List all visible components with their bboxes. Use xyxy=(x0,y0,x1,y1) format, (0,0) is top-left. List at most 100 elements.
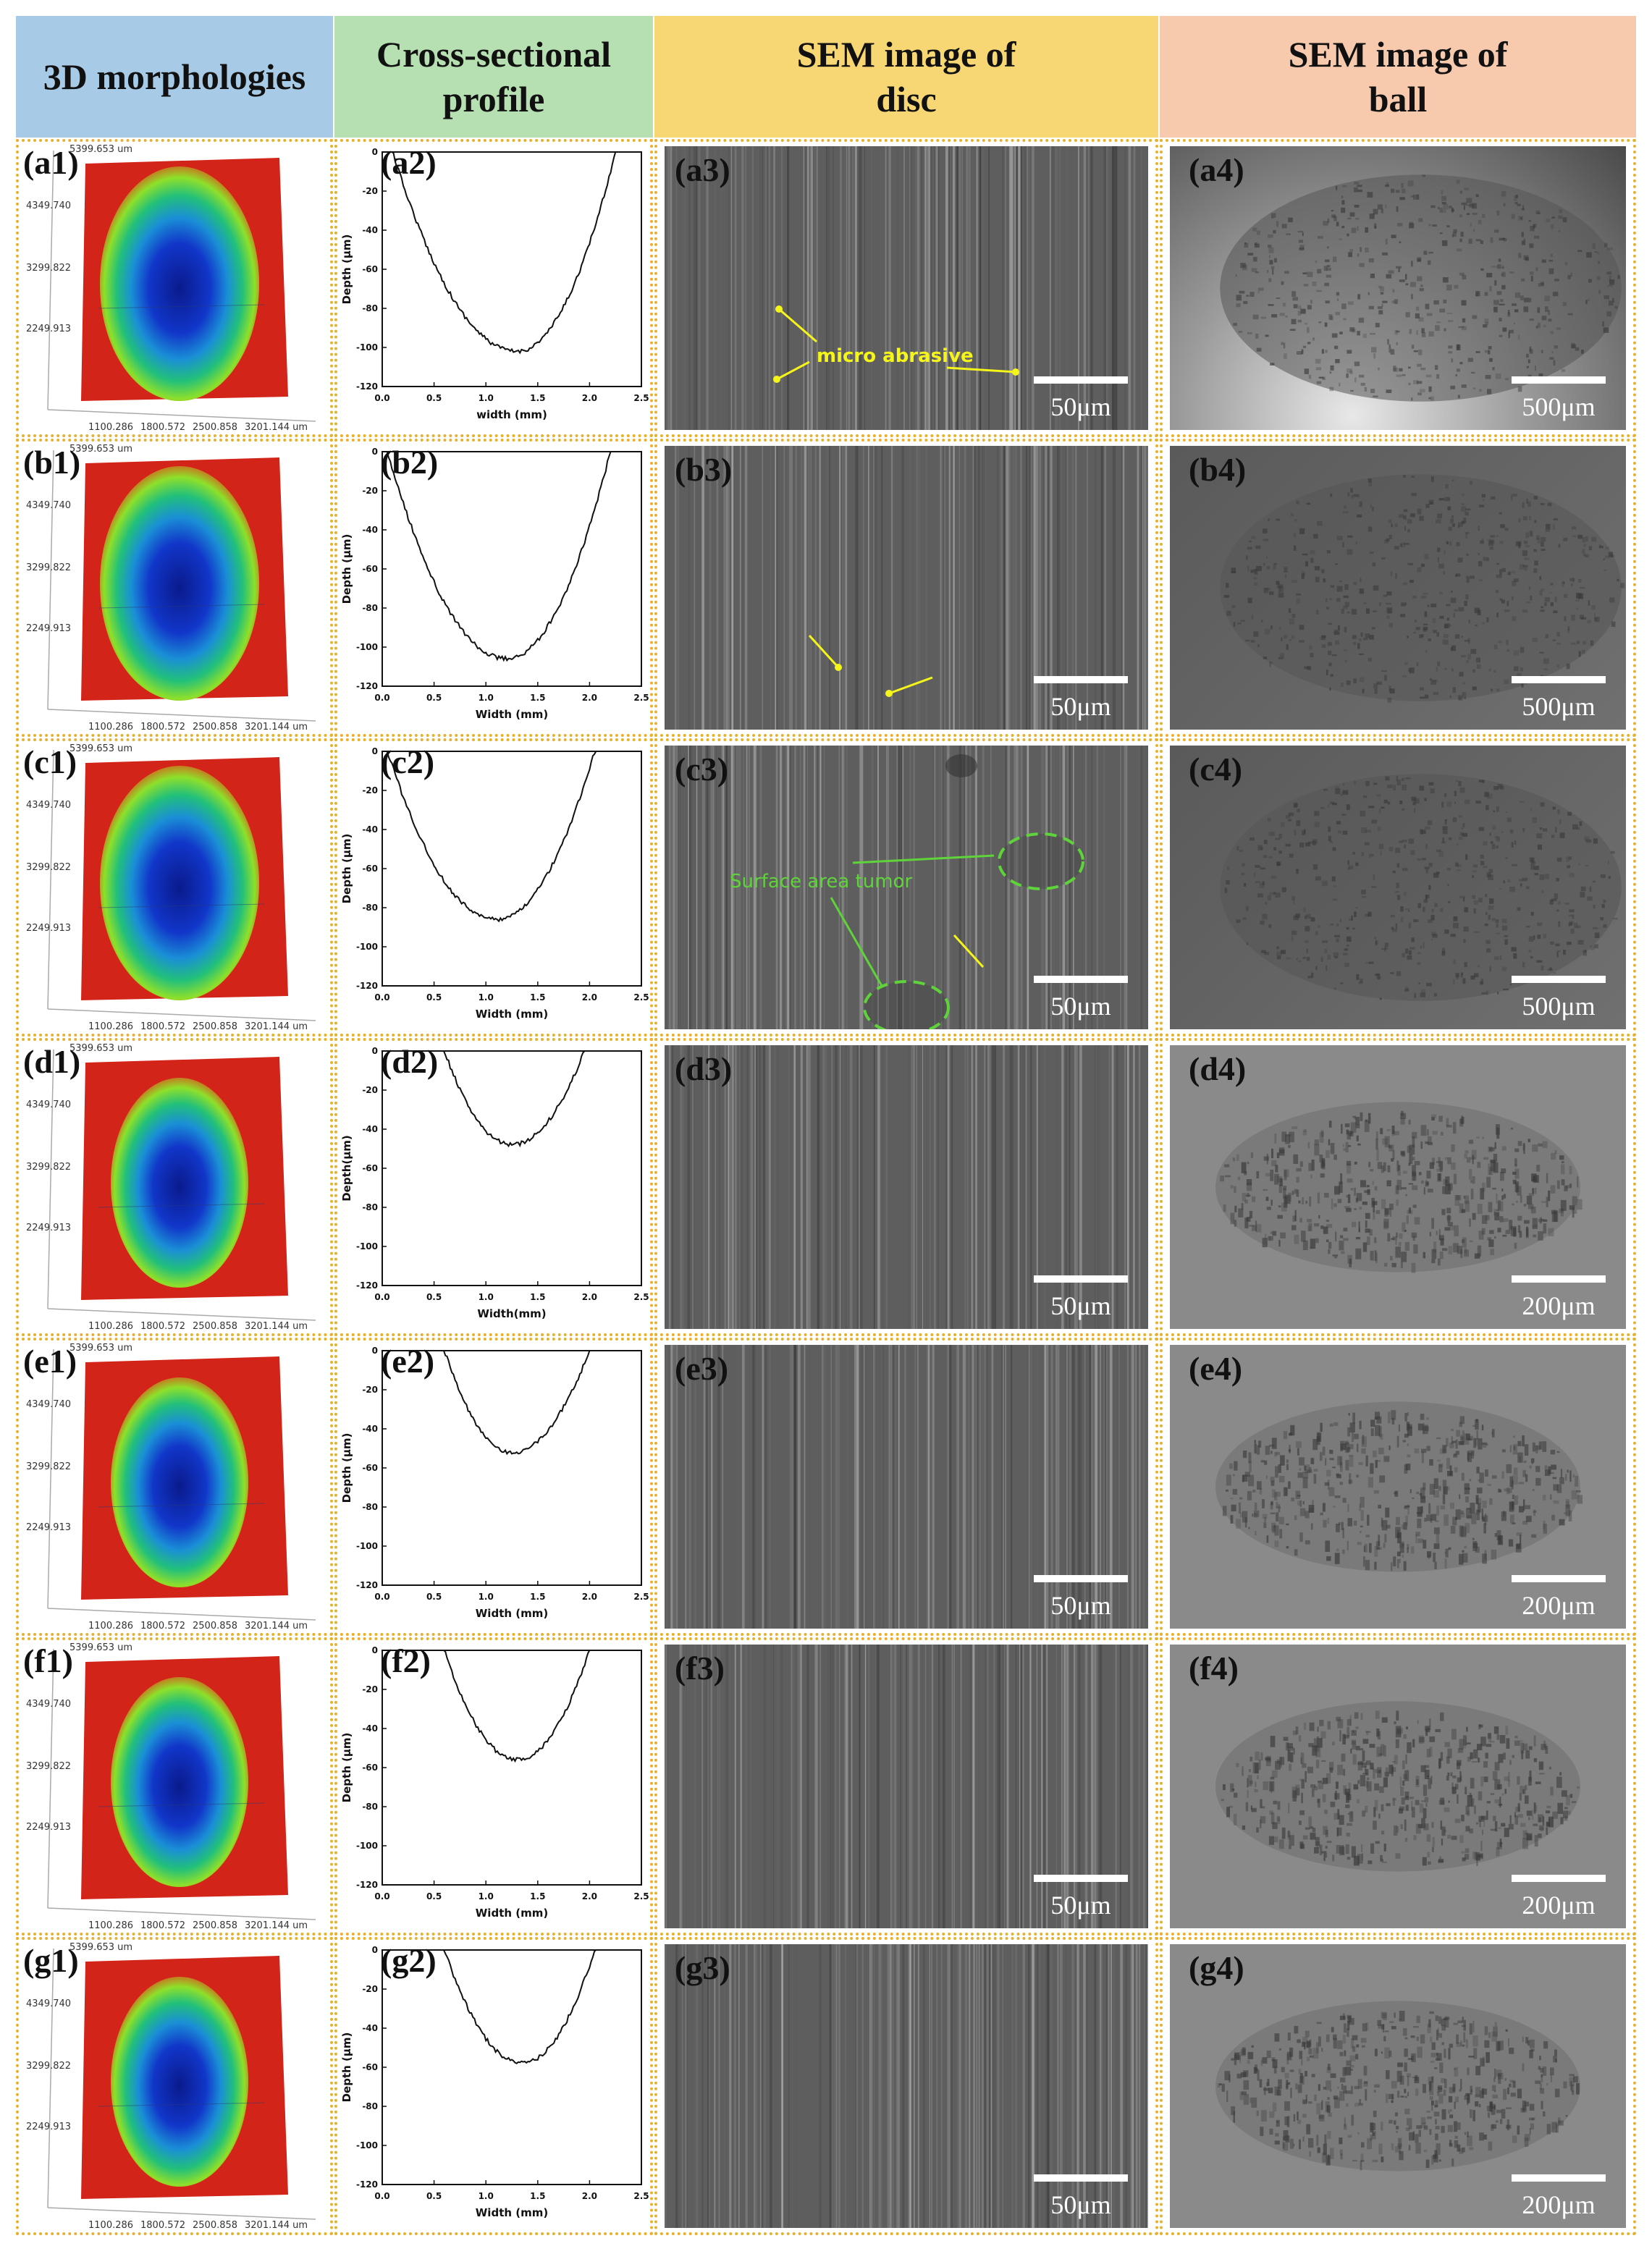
scratch-line xyxy=(1077,1944,1079,2228)
wear-debris xyxy=(1359,1503,1361,1511)
profile-panel: (d2) 0.0 0.5 1.0 1.5 2.0 2.5 0 -20 -40 -60 -80 -100-… xyxy=(334,1038,653,1336)
scratch-line xyxy=(1087,446,1088,730)
wear-debris xyxy=(1258,1440,1262,1448)
wear-debris xyxy=(1481,1442,1488,1445)
wear-debris xyxy=(1399,1541,1404,1548)
wear-debris xyxy=(1427,820,1433,825)
scratch-line xyxy=(985,1645,987,1928)
wear-debris xyxy=(1248,1527,1250,1529)
wear-debris xyxy=(1246,1179,1252,1186)
wear-debris xyxy=(1365,633,1370,638)
wear-debris xyxy=(1478,2103,1481,2108)
wear-debris xyxy=(1404,844,1406,848)
wear-debris xyxy=(1419,288,1424,292)
wear-debris xyxy=(1470,1503,1475,1514)
scratch-line xyxy=(838,746,840,1029)
scratch-line xyxy=(986,1345,988,1629)
wear-debris xyxy=(1218,2083,1222,2085)
wear-debris xyxy=(1415,1823,1421,1834)
scratch-line xyxy=(819,446,821,730)
wear-debris xyxy=(1441,195,1446,201)
wear-debris xyxy=(1344,1206,1350,1209)
wear-debris xyxy=(1375,1139,1378,1150)
wear-debris xyxy=(1265,1757,1271,1761)
wear-debris xyxy=(1451,523,1455,527)
wear-debris xyxy=(1549,967,1552,971)
scratch-line xyxy=(924,1645,927,1928)
wear-debris xyxy=(1386,1524,1391,1529)
wear-debris xyxy=(1517,1803,1520,1812)
wear-debris xyxy=(1333,631,1340,635)
wear-debris xyxy=(1370,1428,1374,1437)
wear-debris xyxy=(1301,1779,1305,1789)
wear-debris xyxy=(1381,1717,1388,1723)
scratch-line xyxy=(717,1345,719,1629)
wear-debris xyxy=(1394,2146,1400,2153)
wear-debris xyxy=(1428,863,1433,867)
wear-debris xyxy=(1349,212,1355,217)
wear-debris xyxy=(1464,1533,1467,1535)
scale-bar: 200μm xyxy=(1512,1875,1606,1918)
wear-debris xyxy=(1572,1208,1575,1218)
y-tick-label: -120 xyxy=(356,2179,378,2190)
wear-debris xyxy=(1482,499,1484,502)
wear-debris xyxy=(1408,1162,1411,1166)
scratch-line xyxy=(696,146,697,430)
wear-debris xyxy=(1347,1857,1351,1860)
wear-debris xyxy=(1345,1805,1350,1808)
scratch-line xyxy=(846,1345,848,1629)
wear-debris xyxy=(1405,948,1409,954)
wear-debris xyxy=(1301,571,1303,573)
wear-debris xyxy=(1486,273,1493,278)
wear-debris xyxy=(1555,2059,1557,2062)
wear-debris xyxy=(1530,1207,1536,1214)
wear-debris xyxy=(1357,2079,1362,2089)
wear-debris xyxy=(1281,1131,1286,1142)
wear-debris xyxy=(1475,1495,1479,1505)
scratch-line xyxy=(726,446,728,730)
wear-debris xyxy=(1410,195,1414,198)
wear-debris xyxy=(1378,310,1383,315)
wear-debris xyxy=(1378,1447,1384,1455)
scratch-line xyxy=(937,1045,939,1329)
wear-debris xyxy=(1299,640,1305,643)
wear-debris xyxy=(1465,533,1468,539)
wear-debris xyxy=(1526,353,1529,358)
y-axis-label: Depth (μm) xyxy=(340,235,353,305)
scratch-line xyxy=(1145,446,1146,730)
wear-debris xyxy=(1477,1245,1482,1257)
wear-debris xyxy=(1551,1464,1557,1470)
wear-debris xyxy=(1265,334,1269,337)
scratch-line xyxy=(751,746,754,1029)
wear-debris xyxy=(1312,2048,1319,2059)
wear-debris xyxy=(1512,1171,1517,1175)
wear-debris xyxy=(1367,1777,1370,1781)
wear-debris xyxy=(1424,1426,1429,1431)
wear-debris xyxy=(1270,1169,1274,1181)
wear-debris xyxy=(1501,191,1506,197)
wear-debris xyxy=(1427,604,1430,607)
wear-debris xyxy=(1423,942,1425,948)
wear-debris xyxy=(1286,2116,1290,2127)
wear-debris xyxy=(1281,1827,1286,1839)
wear-debris xyxy=(1538,1219,1543,1223)
wear-debris xyxy=(1526,1833,1533,1841)
scratch-line xyxy=(1028,446,1031,730)
x-tick-label: 1.5 xyxy=(530,393,545,403)
tumor-circle xyxy=(863,980,950,1029)
wear-debris xyxy=(1438,1173,1441,1181)
wear-debris xyxy=(1575,599,1580,602)
scratch-line xyxy=(1082,746,1083,1029)
wear-debris xyxy=(1461,1851,1465,1854)
wear-debris xyxy=(1471,203,1478,209)
scratch-line xyxy=(1061,446,1063,730)
scratch-line xyxy=(694,446,696,730)
wear-debris xyxy=(1460,1435,1463,1440)
wear-debris xyxy=(1519,564,1525,570)
wear-debris xyxy=(1382,1861,1387,1863)
scratch-line xyxy=(723,446,725,730)
wear-debris xyxy=(1567,275,1571,279)
scratch-line xyxy=(762,1345,764,1629)
y-tick-label: -120 xyxy=(356,1880,378,1890)
scratch-line xyxy=(917,1345,920,1629)
